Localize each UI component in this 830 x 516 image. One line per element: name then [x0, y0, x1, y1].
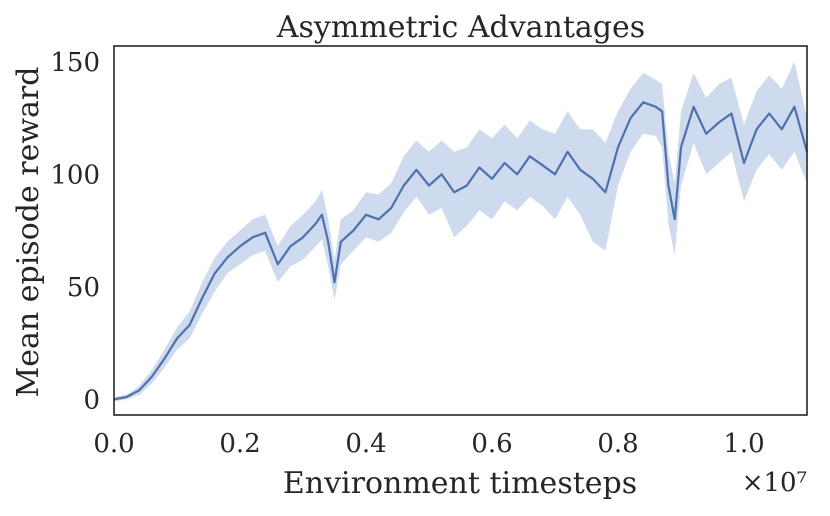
- plot-frame: [113, 45, 808, 416]
- x-tick-label: 0.8: [597, 429, 638, 459]
- confidence-band: [114, 61, 807, 402]
- series-line: [113, 101, 809, 401]
- y-tick-label: 100: [50, 160, 100, 190]
- y-tick-label: 0: [83, 385, 100, 415]
- x-tick-label: 0.4: [345, 429, 386, 459]
- y-axis-label: Mean episode reward: [11, 67, 46, 398]
- y-tick-label: 150: [50, 48, 100, 78]
- x-tick-label: 0.6: [471, 429, 512, 459]
- x-axis-offset-label: ×10⁷: [742, 468, 807, 498]
- y-axis-ticks: 0 50 100 150: [50, 48, 100, 416]
- chart-title: Asymmetric Advantages: [276, 10, 645, 45]
- y-tick-label: 50: [67, 273, 100, 303]
- x-tick-label: 0.0: [93, 429, 134, 459]
- plot-area: [113, 61, 809, 402]
- x-axis-ticks: 0.0 0.2 0.4 0.6 0.8 1.0: [93, 429, 764, 459]
- x-tick-label: 0.2: [219, 429, 260, 459]
- x-tick-label: 1.0: [723, 429, 764, 459]
- x-axis-label: Environment timesteps: [283, 466, 637, 501]
